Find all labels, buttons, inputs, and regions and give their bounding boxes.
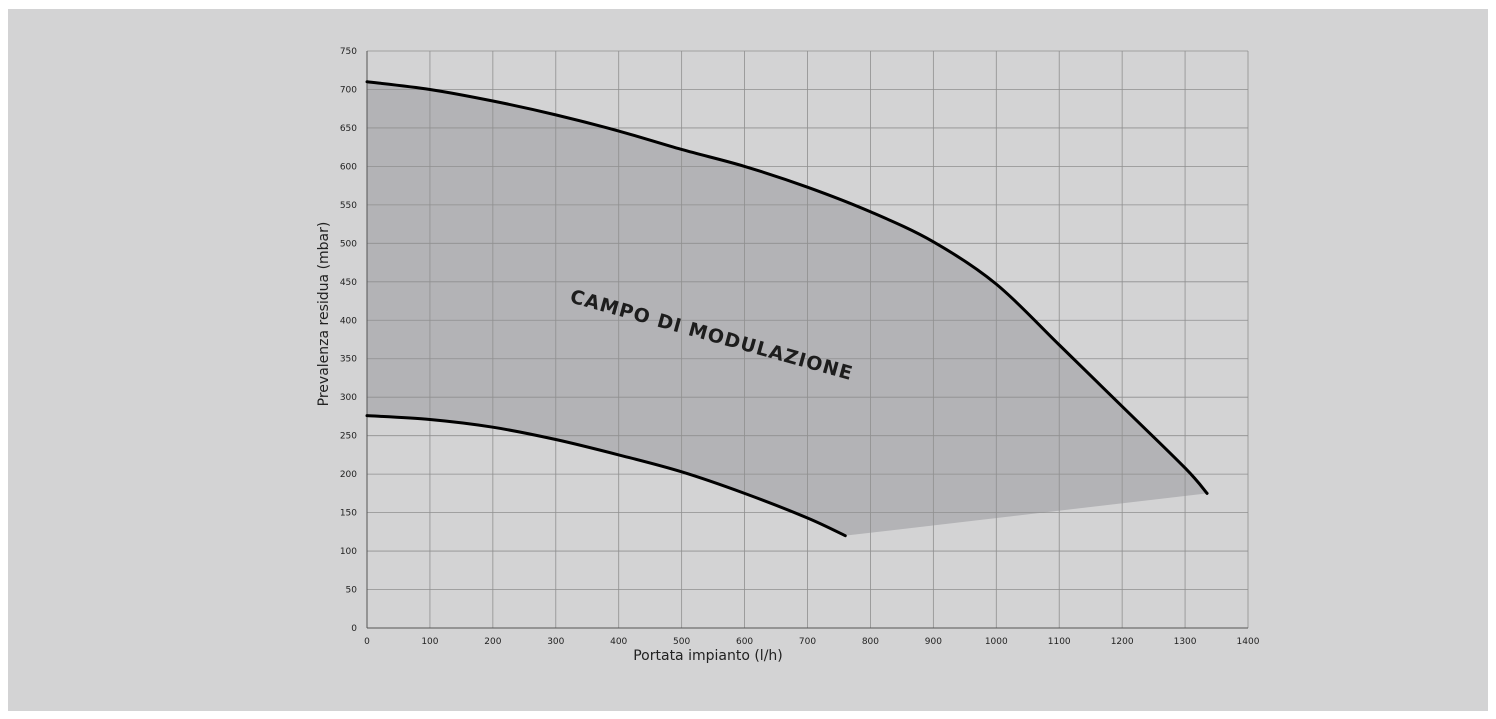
- y-tick-label: 700: [340, 85, 357, 95]
- modulation-area: [367, 81, 1208, 536]
- x-tick-label: 500: [673, 637, 690, 647]
- x-tick-label: 1400: [1237, 637, 1260, 647]
- chart: 0 100 200 300 400 500 600 700 800 900 1000 1100 1200…: [316, 47, 1260, 664]
- y-tick-label: 50: [346, 586, 358, 596]
- y-tick-label: 300: [340, 393, 357, 403]
- y-tick-label: 250: [340, 432, 357, 442]
- y-tick-label: 500: [340, 239, 357, 249]
- y-tick-label: 550: [340, 201, 357, 211]
- y-tick-label: 150: [340, 509, 357, 519]
- x-tick-label: 800: [862, 637, 879, 647]
- chart-panel: 0 100 200 300 400 500 600 700 800 900 1000 1100 1200…: [8, 9, 1488, 711]
- x-tick-label: 1300: [1174, 637, 1197, 647]
- y-tick-label: 600: [340, 162, 357, 172]
- lower-curve-line: [365, 414, 847, 538]
- x-tick-label: 100: [421, 637, 438, 647]
- y-tick-label: 100: [340, 547, 357, 557]
- x-tick-label: 400: [610, 637, 627, 647]
- y-tick-label: 350: [340, 355, 357, 365]
- upper-curve-line: [365, 80, 1209, 495]
- y-tick-label: 0: [351, 624, 357, 634]
- y-tick-label: 750: [340, 47, 357, 57]
- y-tick-label: 200: [340, 470, 357, 480]
- x-tick-label: 0: [364, 637, 370, 647]
- y-tick-label: 400: [340, 316, 357, 326]
- x-tick-label: 1100: [1048, 637, 1071, 647]
- x-tick-label: 1000: [985, 637, 1008, 647]
- x-tick-label: 200: [484, 637, 501, 647]
- x-axis-title: Portata impianto (l/h): [633, 648, 783, 664]
- x-tick-label: 300: [547, 637, 564, 647]
- y-axis-title: Prevalenza residua (mbar): [316, 222, 332, 407]
- y-tick-label: 650: [340, 124, 357, 134]
- x-tick-label: 700: [799, 637, 816, 647]
- x-tick-label: 900: [925, 637, 942, 647]
- x-tick-label: 600: [736, 637, 753, 647]
- y-tick-label: 450: [340, 278, 357, 288]
- x-tick-label: 1200: [1111, 637, 1134, 647]
